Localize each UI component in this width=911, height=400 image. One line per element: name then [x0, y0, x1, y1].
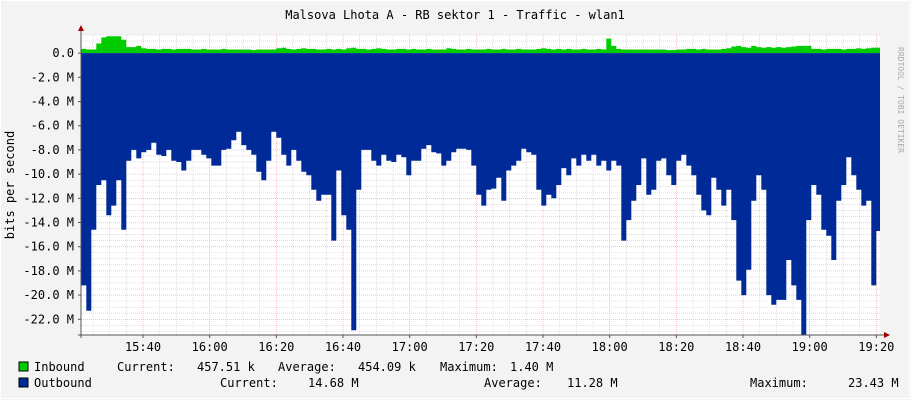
x-tick-labels: 15:40 16:00 16:20 16:40 17:00 17:20 17:40 18:00…	[125, 335, 894, 354]
y-tick-label: -14.0 M	[23, 216, 74, 230]
x-tick-label: 17:40	[525, 340, 561, 354]
y-tick-label: -4.0 M	[31, 95, 74, 109]
y-tick-label: -20.0 M	[23, 288, 74, 302]
y-axis-arrow-icon	[78, 25, 84, 31]
rrdtool-watermark: RRDTOOL / TOBI OETIKER	[896, 47, 905, 153]
x-tick-label: 19:20	[858, 340, 894, 354]
legend-outbound-average-label: Average:	[484, 376, 542, 390]
y-tick-label: 0.0	[52, 46, 74, 60]
x-tick-label: 16:00	[192, 340, 228, 354]
x-tick-label: 15:40	[125, 340, 161, 354]
area-outbound	[81, 53, 880, 335]
legend-inbound-current-label: Current:	[117, 360, 175, 374]
y-tick-labels: 0.0 -2.0 M -4.0 M -6.0 M -8.0 M -10.0 M -12.0 …	[23, 46, 81, 326]
y-tick-label: -12.0 M	[23, 191, 74, 205]
legend-outbound-maximum-label: Maximum:	[750, 376, 808, 390]
legend-inbound-average: 454.09 k	[358, 360, 417, 374]
legend-inbound-label: Inbound	[34, 360, 85, 374]
legend-outbound-average: 11.28 M	[567, 376, 618, 390]
y-axis-label: bits per second	[3, 131, 17, 239]
y-tick-label: -10.0 M	[23, 167, 74, 181]
y-tick-label: -6.0 M	[31, 119, 74, 133]
outbound-swatch	[18, 377, 29, 388]
legend-inbound-maximum: 1.40 M	[510, 360, 553, 374]
legend: Inbound Current: 457.51 k Average: 454.0…	[18, 360, 899, 390]
legend-outbound-maximum: 23.43 M	[848, 376, 899, 390]
legend-inbound-average-label: Average:	[278, 360, 336, 374]
x-tick-label: 16:40	[325, 340, 361, 354]
x-tick-label: 18:20	[658, 340, 694, 354]
legend-outbound-current: 14.68 M	[308, 376, 359, 390]
x-tick-label: 17:00	[392, 340, 428, 354]
x-axis-arrow-icon	[884, 332, 890, 338]
x-tick-label: 19:00	[792, 340, 828, 354]
legend-inbound-maximum-label: Maximum:	[440, 360, 498, 374]
axes	[78, 25, 890, 338]
y-tick-label: -18.0 M	[23, 264, 74, 278]
series-areas	[81, 36, 880, 335]
y-tick-label: -22.0 M	[23, 312, 74, 326]
y-tick-label: -2.0 M	[31, 70, 74, 84]
y-tick-label: -8.0 M	[31, 143, 74, 157]
chart-title: Malsova Lhota A - RB sektor 1 - Traffic …	[285, 8, 625, 22]
x-tick-label: 18:00	[592, 340, 628, 354]
y-tick-label: -16.0 M	[23, 240, 74, 254]
legend-outbound-current-label: Current:	[220, 376, 278, 390]
legend-inbound-current: 457.51 k	[197, 360, 256, 374]
inbound-swatch	[18, 361, 29, 372]
x-tick-label: 17:20	[458, 340, 494, 354]
legend-outbound-label: Outbound	[34, 376, 92, 390]
area-inbound	[81, 36, 880, 54]
x-tick-label: 16:20	[258, 340, 294, 354]
x-tick-label: 18:40	[725, 340, 761, 354]
